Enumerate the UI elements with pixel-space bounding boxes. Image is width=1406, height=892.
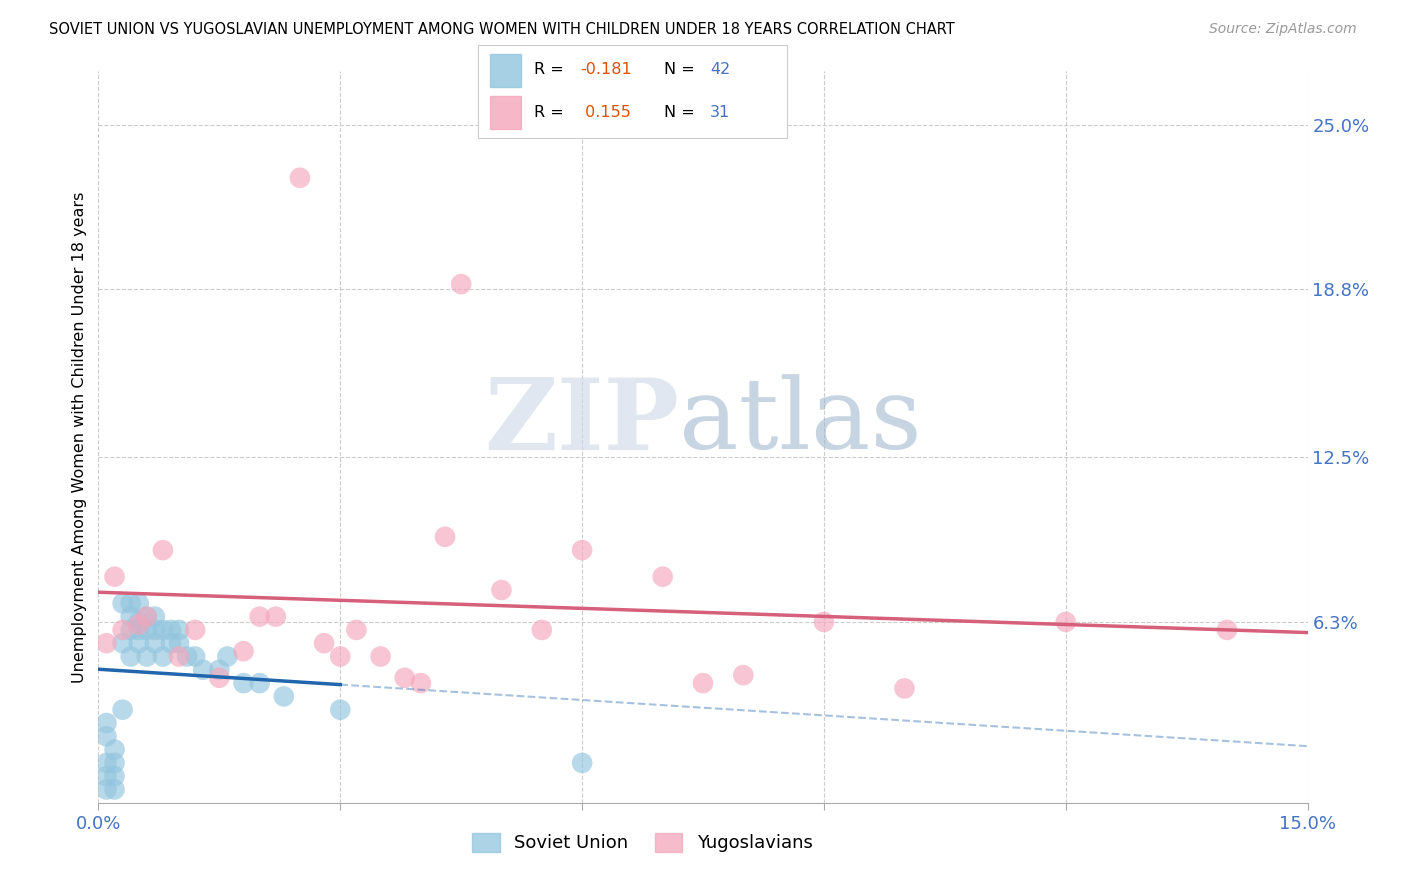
Point	[152, 543, 174, 558]
Point	[152, 649, 174, 664]
Point	[176, 649, 198, 664]
Point	[120, 623, 142, 637]
Point	[167, 649, 190, 664]
Text: 42: 42	[710, 62, 730, 78]
Point	[264, 609, 287, 624]
Point	[813, 615, 835, 629]
Point	[143, 636, 166, 650]
Point	[651, 570, 673, 584]
Point	[733, 668, 755, 682]
Point	[103, 782, 125, 797]
Point	[96, 729, 118, 743]
Point	[96, 716, 118, 731]
Point	[288, 170, 311, 185]
Point	[152, 623, 174, 637]
Text: ZIP: ZIP	[484, 374, 679, 471]
Point	[329, 649, 352, 664]
Point	[128, 617, 150, 632]
Point	[128, 596, 150, 610]
Point	[120, 609, 142, 624]
Point	[111, 636, 134, 650]
Point	[434, 530, 457, 544]
Point	[184, 649, 207, 664]
Text: N =: N =	[664, 62, 700, 78]
Text: 0.155: 0.155	[581, 104, 631, 120]
Point	[135, 609, 157, 624]
Point	[120, 649, 142, 664]
Point	[273, 690, 295, 704]
Point	[128, 636, 150, 650]
Point	[232, 644, 254, 658]
Point	[571, 543, 593, 558]
Point	[249, 676, 271, 690]
Text: R =: R =	[534, 104, 568, 120]
Point	[1216, 623, 1239, 637]
Point	[103, 769, 125, 783]
Point	[111, 623, 134, 637]
Y-axis label: Unemployment Among Women with Children Under 18 years: Unemployment Among Women with Children U…	[72, 192, 87, 682]
Point	[143, 609, 166, 624]
Point	[1054, 615, 1077, 629]
Text: N =: N =	[664, 104, 700, 120]
Point	[135, 649, 157, 664]
Bar	[491, 96, 522, 129]
Point	[344, 623, 367, 637]
Point	[893, 681, 915, 696]
Point	[103, 570, 125, 584]
Point	[128, 623, 150, 637]
Point	[135, 609, 157, 624]
Point	[96, 636, 118, 650]
Point	[193, 663, 215, 677]
Point	[571, 756, 593, 770]
Point	[370, 649, 392, 664]
Point	[143, 623, 166, 637]
Point	[103, 742, 125, 756]
Point	[167, 623, 190, 637]
Point	[249, 609, 271, 624]
Point	[111, 703, 134, 717]
Text: SOVIET UNION VS YUGOSLAVIAN UNEMPLOYMENT AMONG WOMEN WITH CHILDREN UNDER 18 YEAR: SOVIET UNION VS YUGOSLAVIAN UNEMPLOYMENT…	[49, 22, 955, 37]
Point	[217, 649, 239, 664]
Text: R =: R =	[534, 62, 568, 78]
Point	[160, 636, 183, 650]
Point	[491, 582, 513, 597]
Point	[96, 756, 118, 770]
Legend: Soviet Union, Yugoslavians: Soviet Union, Yugoslavians	[465, 826, 820, 860]
Point	[135, 623, 157, 637]
Point	[208, 671, 231, 685]
Point	[96, 769, 118, 783]
Text: 31: 31	[710, 104, 730, 120]
Text: -0.181: -0.181	[581, 62, 631, 78]
Point	[184, 623, 207, 637]
Point	[120, 596, 142, 610]
Point	[103, 756, 125, 770]
Text: atlas: atlas	[679, 375, 921, 470]
Point	[329, 703, 352, 717]
Point	[450, 277, 472, 292]
Point	[530, 623, 553, 637]
Point	[208, 663, 231, 677]
Text: Source: ZipAtlas.com: Source: ZipAtlas.com	[1209, 22, 1357, 37]
Point	[394, 671, 416, 685]
Point	[96, 782, 118, 797]
Bar	[491, 54, 522, 87]
Point	[167, 636, 190, 650]
Point	[128, 615, 150, 629]
Point	[409, 676, 432, 690]
Point	[692, 676, 714, 690]
Point	[314, 636, 336, 650]
Point	[160, 623, 183, 637]
Point	[111, 596, 134, 610]
Point	[232, 676, 254, 690]
